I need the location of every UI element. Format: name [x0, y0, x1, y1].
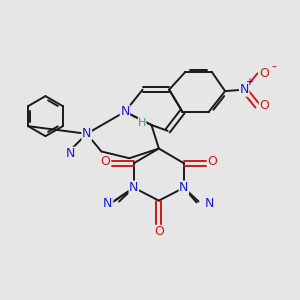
Text: N: N: [129, 181, 139, 194]
Text: N: N: [103, 197, 112, 210]
Text: O: O: [259, 67, 269, 80]
Text: O: O: [208, 155, 218, 168]
Text: N: N: [239, 83, 249, 96]
Text: N: N: [205, 197, 214, 210]
Text: O: O: [259, 99, 269, 112]
Text: +: +: [245, 77, 253, 87]
Text: O: O: [100, 155, 110, 168]
Text: N: N: [82, 127, 92, 140]
Text: N: N: [104, 196, 113, 208]
Text: N: N: [179, 181, 188, 194]
Text: N: N: [66, 147, 75, 160]
Text: -: -: [271, 61, 276, 75]
Text: N: N: [120, 105, 130, 118]
Text: H: H: [138, 118, 146, 128]
Text: O: O: [154, 225, 164, 238]
